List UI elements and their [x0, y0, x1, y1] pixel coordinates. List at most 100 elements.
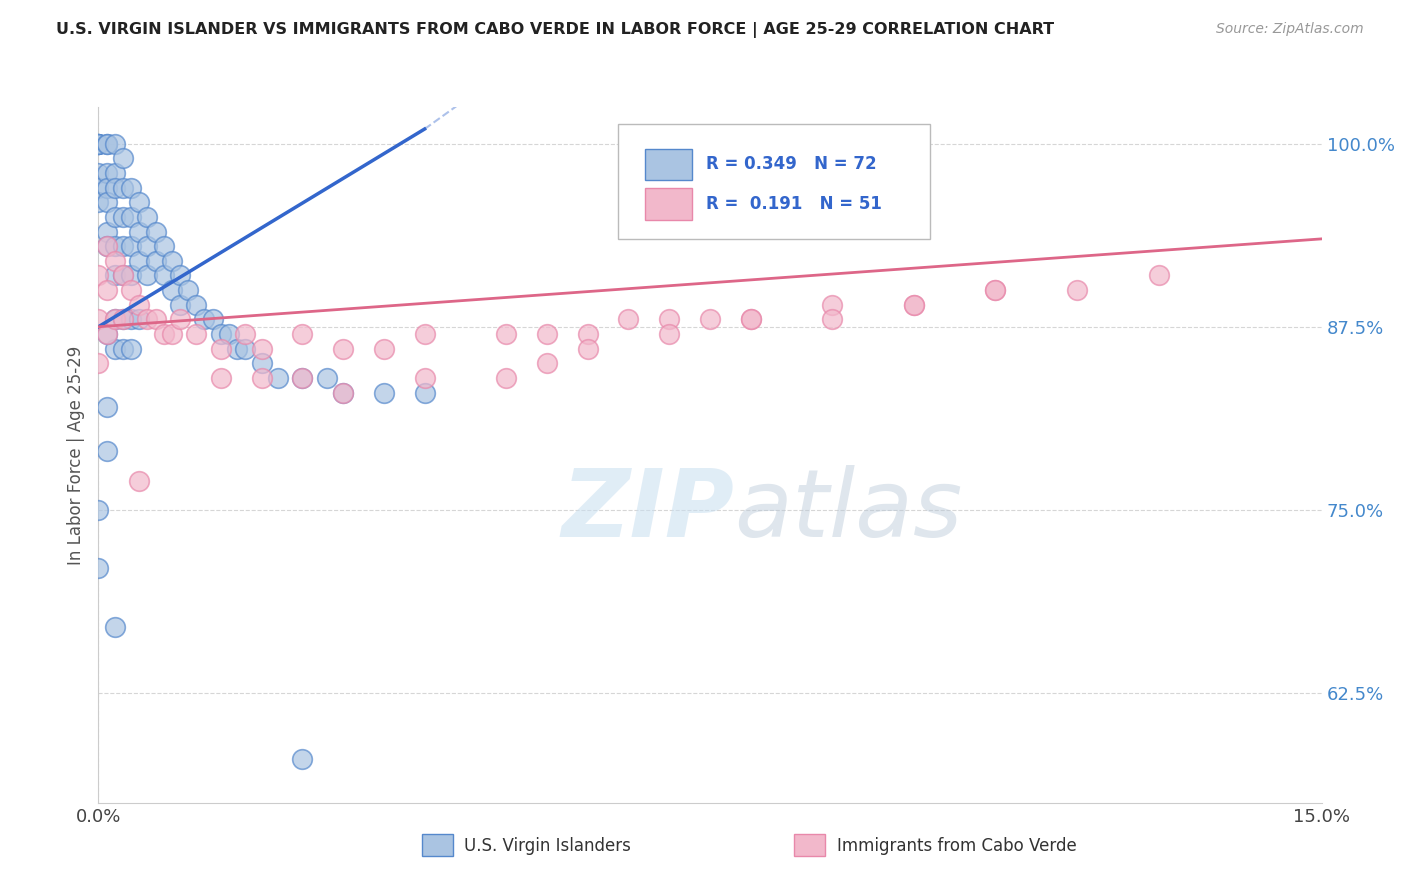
Point	[120, 210, 142, 224]
Y-axis label: In Labor Force | Age 25-29: In Labor Force | Age 25-29	[66, 345, 84, 565]
FancyBboxPatch shape	[645, 149, 692, 180]
Point	[136, 239, 159, 253]
Point	[413, 371, 436, 385]
Point	[658, 312, 681, 326]
Point	[315, 371, 337, 385]
Point	[128, 225, 150, 239]
FancyBboxPatch shape	[619, 125, 931, 239]
Point	[821, 298, 844, 312]
Point	[136, 312, 159, 326]
Point	[984, 283, 1007, 297]
Point	[111, 268, 134, 283]
Point	[104, 180, 127, 194]
Point	[160, 327, 183, 342]
Point	[136, 210, 159, 224]
Point	[160, 283, 183, 297]
Point	[128, 474, 150, 488]
Point	[104, 268, 127, 283]
Point	[87, 136, 110, 151]
Point	[152, 268, 174, 283]
Text: Source: ZipAtlas.com: Source: ZipAtlas.com	[1216, 22, 1364, 37]
Point	[152, 239, 174, 253]
Point	[169, 298, 191, 312]
Point	[120, 283, 142, 297]
Point	[332, 342, 354, 356]
Point	[120, 180, 142, 194]
Point	[332, 385, 354, 400]
Point	[96, 136, 118, 151]
Point	[87, 136, 110, 151]
Point	[87, 561, 110, 575]
Point	[903, 298, 925, 312]
Point	[186, 298, 208, 312]
Point	[209, 327, 232, 342]
Point	[177, 283, 200, 297]
Point	[145, 312, 167, 326]
Point	[576, 342, 599, 356]
Point	[111, 239, 134, 253]
Point	[96, 239, 118, 253]
Point	[87, 312, 110, 326]
Point	[186, 327, 208, 342]
Point	[193, 312, 215, 326]
Point	[699, 312, 721, 326]
Point	[87, 166, 110, 180]
Point	[1066, 283, 1088, 297]
Point	[250, 371, 273, 385]
Text: ZIP: ZIP	[561, 465, 734, 557]
Point	[169, 268, 191, 283]
Point	[104, 620, 127, 634]
Point	[96, 444, 118, 458]
Point	[1147, 268, 1170, 283]
Point	[87, 356, 110, 370]
Point	[96, 195, 118, 210]
Point	[291, 371, 314, 385]
Point	[128, 312, 150, 326]
Point	[145, 253, 167, 268]
Point	[111, 342, 134, 356]
Point	[120, 342, 142, 356]
Point	[291, 752, 314, 766]
Point	[740, 312, 762, 326]
Point	[536, 327, 558, 342]
Point	[111, 312, 134, 326]
Point	[87, 136, 110, 151]
Text: R = 0.349   N = 72: R = 0.349 N = 72	[706, 155, 877, 173]
Point	[821, 312, 844, 326]
Point	[218, 327, 240, 342]
Point	[111, 210, 134, 224]
Point	[169, 312, 191, 326]
Point	[111, 151, 134, 165]
Point	[536, 356, 558, 370]
Point	[104, 312, 127, 326]
Text: Immigrants from Cabo Verde: Immigrants from Cabo Verde	[837, 837, 1077, 855]
Point	[160, 253, 183, 268]
Text: atlas: atlas	[734, 465, 963, 556]
Point	[136, 268, 159, 283]
Point	[96, 225, 118, 239]
Point	[104, 136, 127, 151]
Point	[128, 298, 150, 312]
Point	[201, 312, 224, 326]
Point	[413, 385, 436, 400]
Point	[111, 312, 134, 326]
Point	[104, 166, 127, 180]
Point	[96, 180, 118, 194]
Point	[96, 401, 118, 415]
Point	[226, 342, 249, 356]
Point	[104, 312, 127, 326]
Point	[128, 195, 150, 210]
Text: U.S. Virgin Islanders: U.S. Virgin Islanders	[464, 837, 631, 855]
Point	[209, 342, 232, 356]
Point	[87, 268, 110, 283]
Point	[658, 327, 681, 342]
Text: U.S. VIRGIN ISLANDER VS IMMIGRANTS FROM CABO VERDE IN LABOR FORCE | AGE 25-29 CO: U.S. VIRGIN ISLANDER VS IMMIGRANTS FROM …	[56, 22, 1054, 38]
Point	[495, 327, 517, 342]
Point	[740, 312, 762, 326]
Point	[373, 385, 395, 400]
Point	[250, 356, 273, 370]
Point	[120, 268, 142, 283]
Point	[291, 371, 314, 385]
Point	[128, 253, 150, 268]
FancyBboxPatch shape	[645, 188, 692, 219]
